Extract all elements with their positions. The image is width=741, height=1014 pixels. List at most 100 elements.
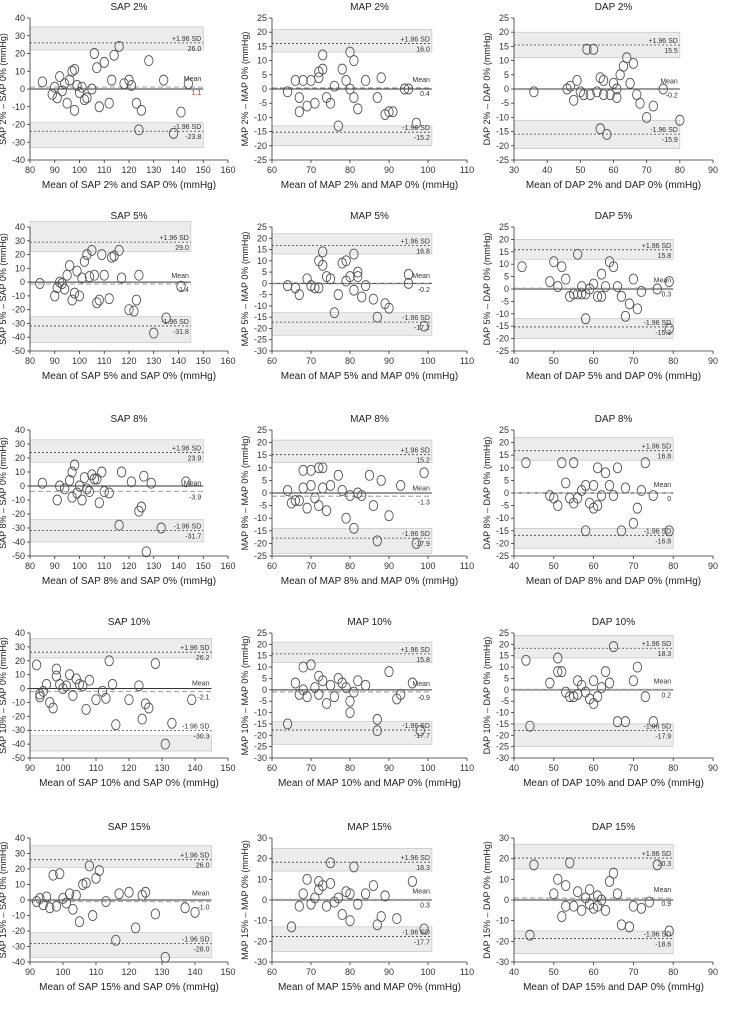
upper-sd-value: 26.2 (196, 655, 210, 662)
y-tick-label: 20 (15, 864, 25, 874)
panel-map8: MAP 8% +1.96 SD 15.2 Mean -1.3 -1.96 SD -17.9 -… (240, 414, 474, 587)
y-tick-label: -15 (254, 526, 267, 536)
data-point (160, 738, 170, 750)
data-point (372, 92, 382, 103)
data-point (124, 74, 134, 86)
y-tick-label: -10 (254, 301, 267, 311)
data-point (290, 282, 301, 294)
panel-map10: MAP 10% +1.96 SD 15.8 Mean -0.9 -1.96 SD -17.7… (240, 617, 474, 789)
x-tick-label: 40 (509, 561, 519, 571)
y-tick-label: -5 (259, 290, 267, 300)
y-tick-label: 10 (257, 256, 267, 266)
data-point (525, 929, 535, 941)
y-axis-label: DAP 5% – DAP 0% (mmHg) (482, 233, 492, 346)
data-point (302, 873, 312, 885)
x-tick-label: 120 (121, 763, 136, 773)
data-point (111, 719, 121, 731)
data-point (525, 720, 535, 732)
data-point (64, 260, 75, 272)
y-tick-label: -30 (254, 957, 267, 967)
x-axis-label: Mean of SAP 8% and SAP 0% (mmHg) (42, 576, 216, 587)
data-point (64, 474, 75, 486)
y-tick-label: 0 (262, 895, 267, 905)
x-tick-label: 110 (97, 165, 111, 175)
y-tick-label: -5 (501, 98, 509, 108)
panel-map5: MAP 5% +1.96 SD 16.8 Mean -0.2 -1.96 SD -17.2 -… (240, 211, 474, 382)
lower-loa-band (29, 735, 212, 752)
y-tick-label: -50 (12, 753, 25, 763)
data-point (403, 268, 414, 280)
data-point (94, 865, 104, 876)
y-tick-label: 0 (504, 284, 509, 294)
data-point (616, 919, 627, 931)
data-point (67, 294, 77, 306)
y-tick-label: 40 (15, 833, 25, 843)
data-point (325, 878, 336, 889)
x-tick-label: 100 (420, 165, 435, 175)
y-tick-label: 5 (504, 475, 509, 485)
data-point (368, 293, 379, 305)
data-point (605, 89, 615, 101)
panel-title: MAP 2% (350, 2, 389, 13)
y-tick-label: 10 (257, 874, 267, 884)
data-point (137, 889, 147, 901)
data-point (392, 913, 402, 925)
data-point (360, 679, 371, 691)
data-point (294, 106, 304, 118)
data-point (89, 48, 100, 59)
data-point (376, 474, 386, 486)
data-point (636, 286, 647, 297)
data-point (596, 268, 607, 280)
data-point (74, 87, 85, 99)
y-tick-label: -20 (12, 305, 25, 315)
x-tick-label: 90 (708, 356, 718, 366)
y-tick-label: 20 (15, 49, 25, 59)
x-tick-label: 60 (267, 356, 277, 366)
data-point (411, 537, 421, 549)
data-point (357, 490, 367, 501)
data-point (664, 925, 674, 937)
data-point (55, 480, 65, 492)
y-tick-label: -40 (12, 957, 25, 967)
y-tick-label: -5 (501, 296, 509, 306)
y-tick-label: 15 (257, 450, 267, 460)
x-tick-label: 80 (345, 561, 355, 571)
data-point (596, 894, 607, 906)
data-point (612, 281, 623, 292)
x-tick-label: 50 (575, 165, 585, 175)
x-tick-label: 110 (460, 967, 474, 977)
data-point (68, 690, 78, 701)
data-point (282, 485, 293, 496)
data-point (517, 261, 527, 273)
data-point (137, 713, 147, 725)
data-point (77, 272, 87, 284)
y-tick-label: -25 (254, 551, 267, 561)
data-point (345, 707, 355, 718)
data-point (67, 466, 77, 478)
x-tick-label: 90 (708, 763, 718, 773)
x-tick-label: 160 (220, 561, 235, 571)
mean-value: 0.3 (661, 291, 671, 298)
data-point (104, 655, 114, 667)
data-point (407, 677, 418, 689)
data-point (557, 261, 567, 273)
panel-sap10: SAP 10% +1.96 SD 26.2 Mean -2.1 -1.96 SD -30.3… (0, 617, 236, 789)
x-tick-label: 140 (171, 561, 186, 571)
y-tick-label: -10 (496, 708, 509, 718)
y-tick-label: -15 (254, 127, 267, 137)
y-tick-label: 15 (499, 247, 509, 257)
y-tick-label: 0 (262, 278, 267, 288)
data-point (616, 525, 627, 537)
x-tick-label: 150 (220, 763, 235, 773)
y-tick-label: 25 (499, 628, 509, 638)
data-point (101, 896, 111, 907)
y-tick-label: 20 (257, 639, 267, 649)
data-point (620, 482, 631, 494)
lower-sd-value: -17.9 (655, 734, 671, 741)
y-tick-label: 40 (15, 628, 25, 638)
data-point (60, 483, 70, 495)
lower-sd-label: -1.96 SD (161, 319, 189, 326)
data-point (419, 467, 429, 479)
data-point (131, 97, 142, 109)
data-point (521, 457, 531, 469)
